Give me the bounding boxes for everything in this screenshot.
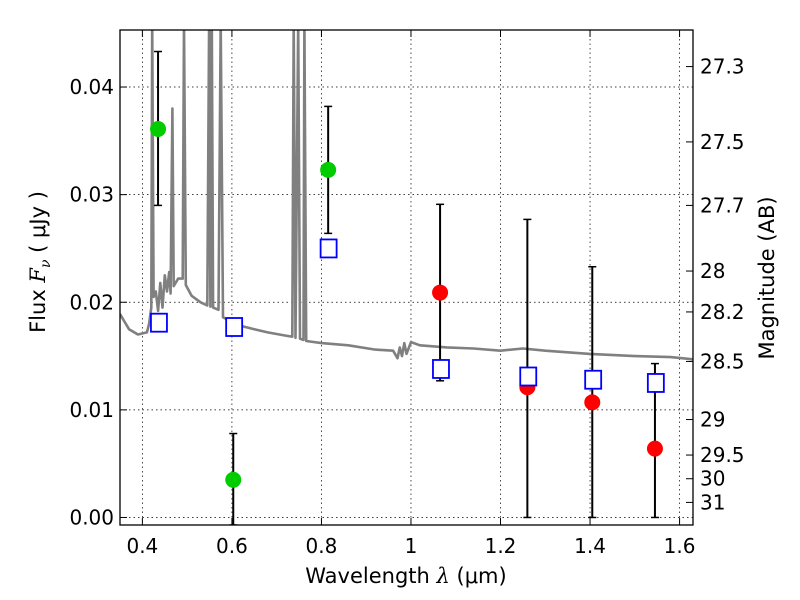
- x-tick-label: 0.6: [216, 534, 248, 558]
- mag-tick-label: 28: [700, 259, 725, 283]
- model-photometry-square: [225, 317, 244, 337]
- mag-tick-label: 29: [700, 408, 725, 432]
- y-axis-label: Flux Fν ( μJy ): [26, 191, 54, 333]
- y-tick-label: 0.03: [69, 183, 114, 207]
- model-photometry-square: [319, 238, 338, 259]
- red-data-point: [432, 284, 449, 301]
- plot-frame: [119, 29, 694, 526]
- model-photometry-square: [646, 373, 665, 393]
- mag-tick-label: 31: [700, 490, 725, 514]
- green-data-point: [150, 121, 167, 137]
- y-tick-label: 0.02: [69, 290, 114, 314]
- x-tick-label: 1.2: [485, 534, 517, 558]
- model-photometry-square: [432, 359, 450, 379]
- model-photometry-square: [519, 366, 538, 387]
- red-data-point: [646, 440, 663, 457]
- x-tick-label: 1.4: [574, 534, 606, 558]
- mag-tick-label: 30: [700, 467, 725, 491]
- red-data-point: [584, 394, 601, 411]
- grid-lines: [120, 30, 693, 525]
- green-data-point: [320, 161, 337, 178]
- mag-tick-label: 27.5: [700, 130, 745, 154]
- x-axis-label: Wavelength λ (μm): [305, 564, 506, 588]
- mag-tick-label: 28.2: [700, 300, 745, 324]
- mag-tick-label: 27.3: [700, 55, 745, 79]
- green-data-point: [225, 471, 242, 488]
- y2-axis-label: Magnitude (AB): [755, 196, 779, 359]
- model-photometry-square: [150, 312, 168, 333]
- axis-ticks: 0.4 0.6 0.8 1 1.2 1.4 1.6 0.00 0.01 0.02 0.03 0.04 2…: [69, 30, 745, 558]
- mag-tick-label: 29.5: [700, 443, 745, 467]
- data-points-layer: [150, 50, 665, 525]
- x-tick-label: 0.4: [126, 534, 158, 558]
- x-tick-label: 1.6: [664, 534, 696, 558]
- x-tick-label: 0.8: [306, 534, 338, 558]
- y-tick-label: 0.04: [69, 75, 114, 99]
- plot-area: [120, 30, 693, 525]
- mag-tick-label: 27.7: [700, 193, 745, 217]
- y-tick-label: 0.01: [69, 398, 114, 422]
- mag-tick-label: 28.5: [700, 349, 745, 373]
- x-tick-label: 1: [405, 534, 418, 558]
- model-photometry-square: [584, 369, 603, 390]
- y-tick-label: 0.00: [69, 505, 114, 529]
